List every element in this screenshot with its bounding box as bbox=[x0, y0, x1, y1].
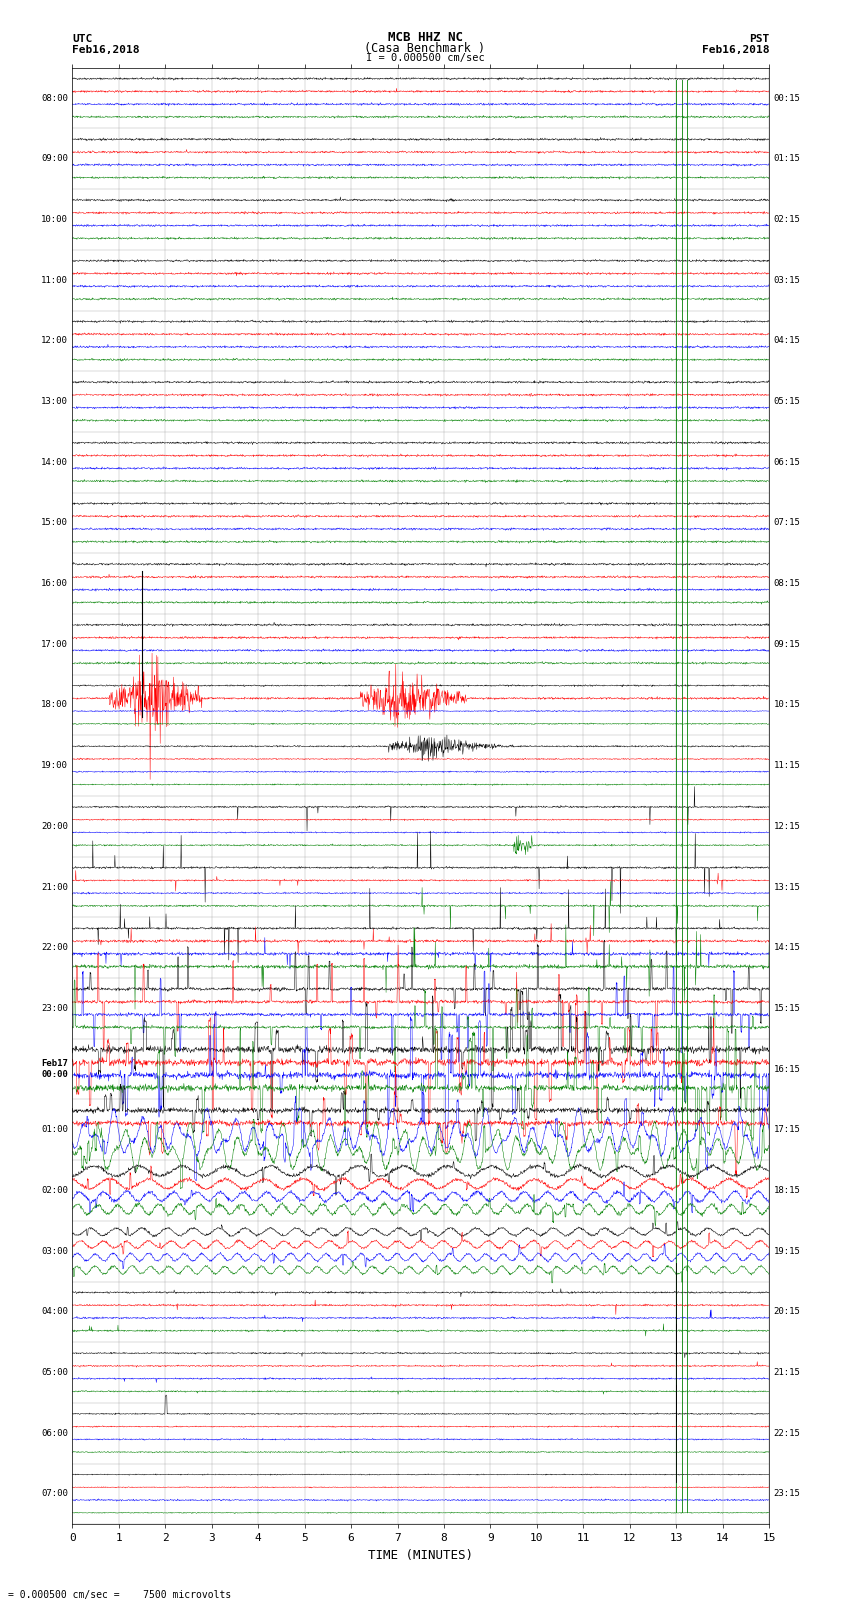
Text: 07:15: 07:15 bbox=[774, 518, 801, 527]
Text: 21:00: 21:00 bbox=[41, 882, 68, 892]
Text: Feb16,2018: Feb16,2018 bbox=[702, 45, 769, 55]
Text: 12:15: 12:15 bbox=[774, 823, 801, 831]
Text: 14:00: 14:00 bbox=[41, 458, 68, 466]
Text: 19:15: 19:15 bbox=[774, 1247, 801, 1255]
Text: PST: PST bbox=[749, 34, 769, 44]
Text: MCB HHZ NC: MCB HHZ NC bbox=[388, 31, 462, 44]
Text: 11:00: 11:00 bbox=[41, 276, 68, 284]
X-axis label: TIME (MINUTES): TIME (MINUTES) bbox=[368, 1548, 473, 1561]
Text: 20:00: 20:00 bbox=[41, 823, 68, 831]
Text: 15:15: 15:15 bbox=[774, 1003, 801, 1013]
Text: 06:00: 06:00 bbox=[41, 1429, 68, 1437]
Text: 04:15: 04:15 bbox=[774, 337, 801, 345]
Text: 04:00: 04:00 bbox=[41, 1308, 68, 1316]
Text: 09:00: 09:00 bbox=[41, 155, 68, 163]
Text: 10:00: 10:00 bbox=[41, 215, 68, 224]
Text: 16:00: 16:00 bbox=[41, 579, 68, 589]
Text: 08:15: 08:15 bbox=[774, 579, 801, 589]
Text: 05:00: 05:00 bbox=[41, 1368, 68, 1378]
Text: 01:00: 01:00 bbox=[41, 1126, 68, 1134]
Text: 23:15: 23:15 bbox=[774, 1489, 801, 1498]
Text: 18:00: 18:00 bbox=[41, 700, 68, 710]
Text: 03:00: 03:00 bbox=[41, 1247, 68, 1255]
Text: 12:00: 12:00 bbox=[41, 337, 68, 345]
Text: 18:15: 18:15 bbox=[774, 1186, 801, 1195]
Text: 11:15: 11:15 bbox=[774, 761, 801, 769]
Text: Feb17
00:00: Feb17 00:00 bbox=[41, 1060, 68, 1079]
Text: I = 0.000500 cm/sec: I = 0.000500 cm/sec bbox=[366, 53, 484, 63]
Text: 08:00: 08:00 bbox=[41, 94, 68, 103]
Text: 09:15: 09:15 bbox=[774, 640, 801, 648]
Text: 02:15: 02:15 bbox=[774, 215, 801, 224]
Text: 02:00: 02:00 bbox=[41, 1186, 68, 1195]
Text: 15:00: 15:00 bbox=[41, 518, 68, 527]
Text: 20:15: 20:15 bbox=[774, 1308, 801, 1316]
Text: 03:15: 03:15 bbox=[774, 276, 801, 284]
Text: 23:00: 23:00 bbox=[41, 1003, 68, 1013]
Text: 05:15: 05:15 bbox=[774, 397, 801, 406]
Text: (Casa Benchmark ): (Casa Benchmark ) bbox=[365, 42, 485, 55]
Text: 17:15: 17:15 bbox=[774, 1126, 801, 1134]
Text: Feb16,2018: Feb16,2018 bbox=[72, 45, 139, 55]
Text: 13:15: 13:15 bbox=[774, 882, 801, 892]
Text: 14:15: 14:15 bbox=[774, 944, 801, 952]
Text: 13:00: 13:00 bbox=[41, 397, 68, 406]
Text: 00:15: 00:15 bbox=[774, 94, 801, 103]
Text: 06:15: 06:15 bbox=[774, 458, 801, 466]
Text: 19:00: 19:00 bbox=[41, 761, 68, 769]
Text: 22:15: 22:15 bbox=[774, 1429, 801, 1437]
Text: 10:15: 10:15 bbox=[774, 700, 801, 710]
Text: = 0.000500 cm/sec =    7500 microvolts: = 0.000500 cm/sec = 7500 microvolts bbox=[8, 1590, 232, 1600]
Text: 01:15: 01:15 bbox=[774, 155, 801, 163]
Text: UTC: UTC bbox=[72, 34, 93, 44]
Text: 22:00: 22:00 bbox=[41, 944, 68, 952]
Text: 07:00: 07:00 bbox=[41, 1489, 68, 1498]
Text: 17:00: 17:00 bbox=[41, 640, 68, 648]
Text: 21:15: 21:15 bbox=[774, 1368, 801, 1378]
Text: 16:15: 16:15 bbox=[774, 1065, 801, 1074]
